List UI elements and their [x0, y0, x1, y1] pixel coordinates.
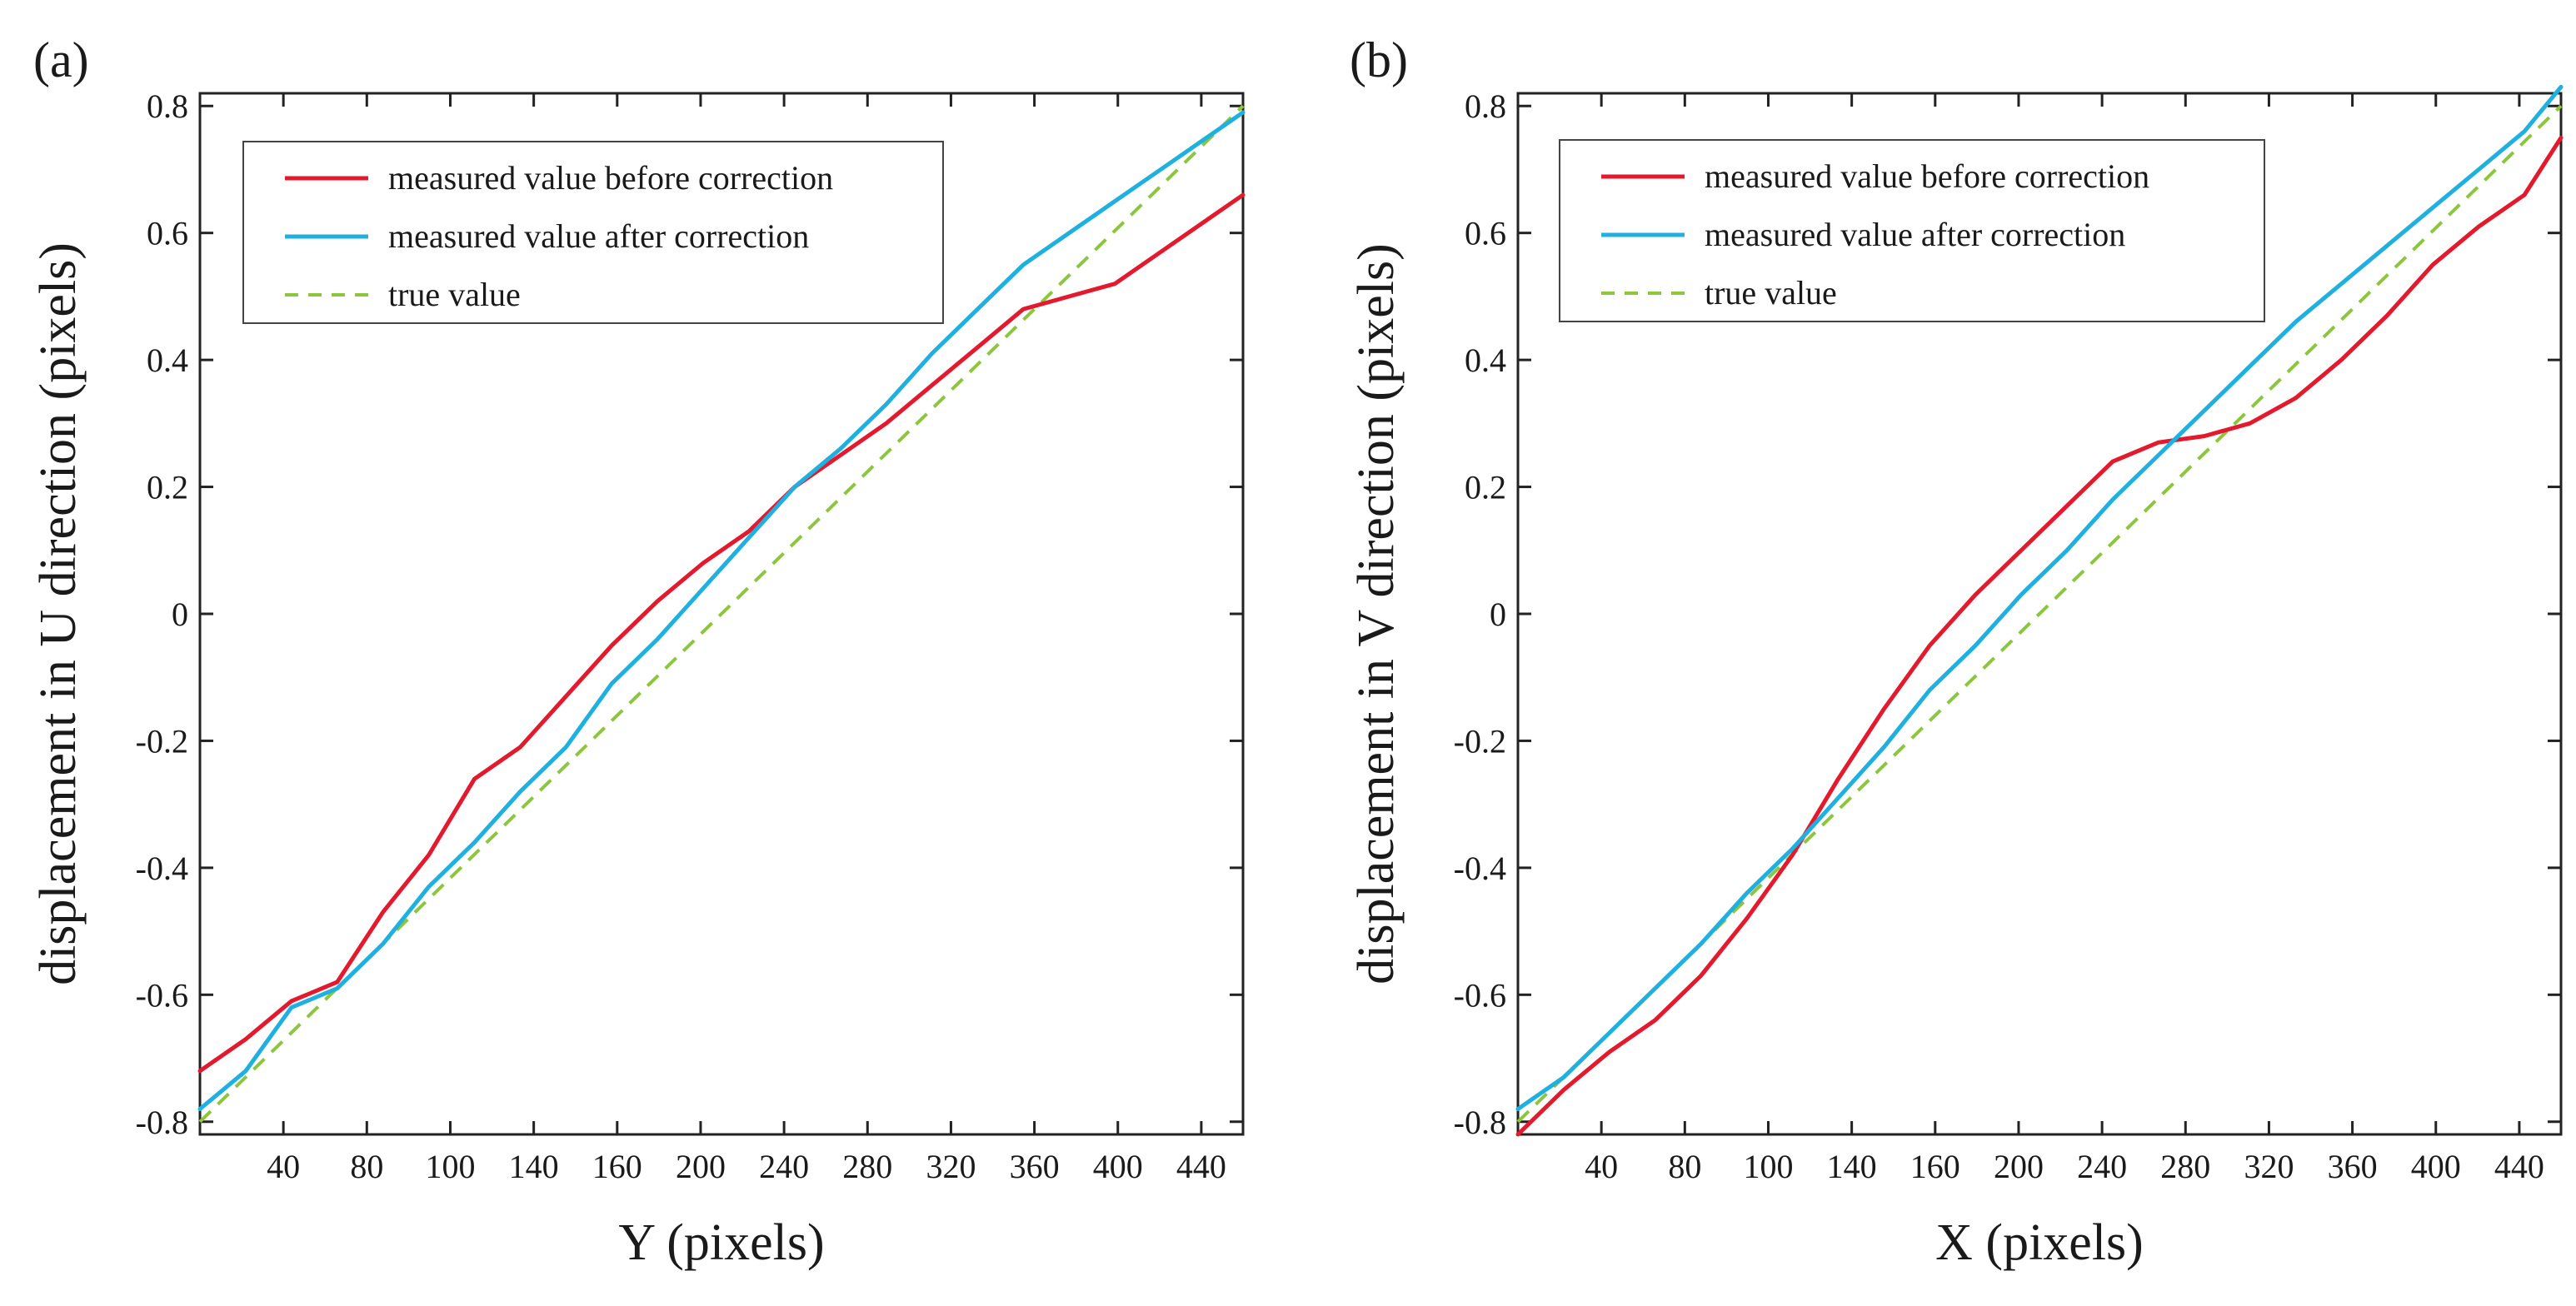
chart-a-series-measured-value-before-correction: [197, 192, 1246, 1074]
chart-a-y-tick-label: 0.2: [147, 469, 188, 506]
chart-b-x-tick-label: 80: [1668, 1148, 1701, 1185]
chart-b-y-tick-label: -0.2: [1454, 722, 1506, 760]
chart-b-y-tick-label: -0.8: [1454, 1104, 1506, 1141]
chart-b-y-tick-label: 0: [1490, 596, 1506, 633]
chart-a-y-tick-label: -0.2: [136, 722, 188, 760]
chart-a-x-tick-label: 80: [350, 1148, 383, 1185]
chart-b-x-tick-label: 320: [2244, 1148, 2294, 1185]
chart-b-x-tick-label: 360: [2328, 1148, 2378, 1185]
chart-a-series-true-value: [198, 104, 1245, 1124]
chart-b-legend-label: true value: [1705, 274, 1837, 312]
chart-b-series-measured-value-after-correction: [1515, 84, 2564, 1111]
chart-b-series-measured-value-before-correction: [1515, 135, 2564, 1137]
chart-b-y-tick-label: 0.2: [1465, 469, 1506, 506]
chart-b-legend-label: measured value before correction: [1705, 157, 2149, 195]
chart-a-legend-box: [242, 141, 944, 324]
chart-a-x-tick-label: 280: [842, 1148, 892, 1185]
chart-b-y-tick-label: 0.4: [1465, 341, 1506, 379]
chart-a-legend-label: true value: [388, 276, 521, 313]
chart-a-x-tick-label: 240: [759, 1148, 809, 1185]
chart-b-x-tick-label: 160: [1910, 1148, 1960, 1185]
chart-a-series-measured-value-after-correction: [197, 110, 1246, 1111]
chart-b-y-tick-label: -0.4: [1454, 850, 1506, 887]
chart-b-x-tick-label: 240: [2077, 1148, 2127, 1185]
chart-a-y-tick-label: -0.4: [136, 850, 188, 887]
chart-b-x-tick-label: 440: [2494, 1148, 2544, 1185]
chart-b-x-axis-title: X (pixels): [1935, 1214, 2144, 1271]
chart-a-x-tick-label: 40: [267, 1148, 300, 1185]
chart-a-y-tick-label: 0: [172, 596, 188, 633]
chart-b-x-tick-label: 280: [2160, 1148, 2210, 1185]
chart-a-y-tick-label: 0.6: [147, 215, 188, 252]
chart-b-y-tick-label: -0.6: [1454, 976, 1506, 1014]
chart-a-legend-label: measured value after correction: [388, 217, 809, 255]
chart-b-panel-label: (b): [1350, 32, 1408, 87]
chart-b-y-tick-label: 0.6: [1465, 215, 1506, 252]
chart-b-y-tick-label: 0.8: [1465, 87, 1506, 125]
chart-b-y-axis-title: displacement in V direction (pixels): [1348, 243, 1405, 984]
chart-a-y-tick-label: 0.4: [147, 341, 188, 379]
chart-a-y-tick-label: 0.8: [147, 87, 188, 125]
chart-b-x-tick-label: 400: [2411, 1148, 2461, 1185]
chart-a-y-tick-label: -0.8: [136, 1104, 188, 1141]
chart-a-x-axis-title: Y (pixels): [618, 1214, 824, 1271]
chart-a-y-tick-label: -0.6: [136, 976, 188, 1014]
chart-b-legend-box: [1559, 139, 2265, 322]
chart-b-series-true-value: [1516, 104, 2563, 1124]
chart-b-x-tick-label: 40: [1585, 1148, 1618, 1185]
chart-b-x-tick-label: 140: [1827, 1148, 1877, 1185]
chart-a-x-tick-label: 200: [676, 1148, 726, 1185]
chart-a-x-tick-label: 360: [1010, 1148, 1060, 1185]
chart-a-x-tick-label: 400: [1093, 1148, 1143, 1185]
chart-a-x-tick-label: 160: [592, 1148, 642, 1185]
chart-a-panel-label: (a): [33, 32, 89, 87]
chart-a-x-tick-label: 440: [1176, 1148, 1226, 1185]
chart-b-x-tick-label: 100: [1743, 1148, 1793, 1185]
chart-a-legend-label: measured value before correction: [388, 159, 833, 197]
chart-a-y-axis-title: displacement in U direction (pixels): [30, 242, 87, 985]
chart-panel-b: (b) -0.8 -0.6 -0.4 -0.2 0 0.2 0.4 0.6 0.8 40 80 100 1…: [1348, 32, 2564, 1271]
chart-panel-a: (a) -0.8 -0.6 -0.4 -0.2 0 0.2 0.4 0.6 0.8 40 80 100 1…: [30, 32, 1246, 1271]
chart-b-x-tick-label: 200: [1994, 1148, 2044, 1185]
chart-a-x-tick-label: 320: [926, 1148, 976, 1185]
chart-a-x-tick-label: 140: [509, 1148, 559, 1185]
chart-a-x-tick-label: 100: [425, 1148, 475, 1185]
chart-b-legend-label: measured value after correction: [1705, 216, 2125, 253]
